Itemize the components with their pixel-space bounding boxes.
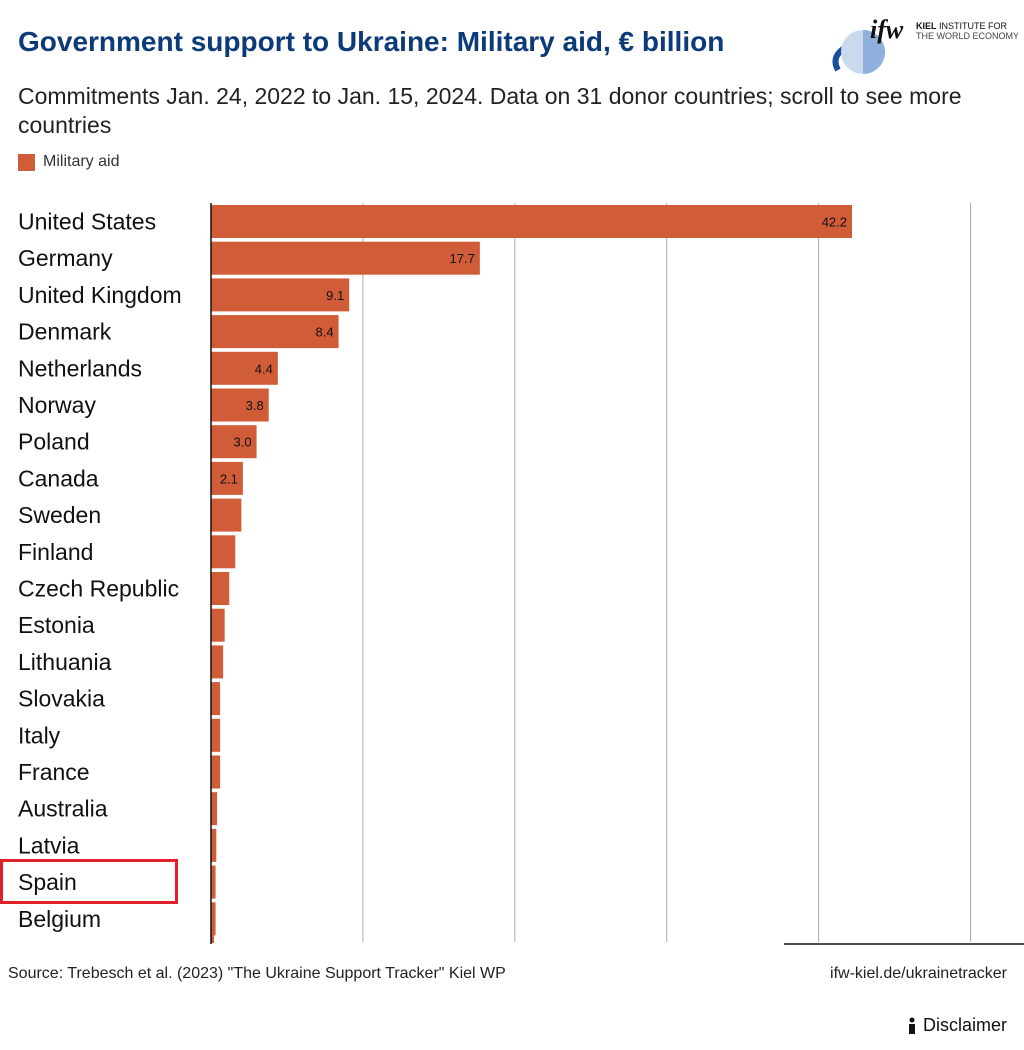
category-label: Spain: [18, 869, 77, 895]
tracker-link[interactable]: ifw-kiel.de/ukrainetracker: [830, 965, 1007, 982]
bar: [211, 351, 278, 385]
disclaimer-label: Disclaimer: [922, 1015, 1007, 1035]
ifw-logo: ifw KIEL INSTITUTE FOR THE WORLD ECONOMY: [832, 15, 1018, 74]
category-label: Finland: [18, 539, 93, 565]
category-label: Italy: [18, 722, 61, 748]
bar: [211, 718, 221, 752]
bar: [211, 828, 217, 862]
bar: [211, 241, 480, 275]
category-label: Australia: [18, 796, 108, 822]
svg-text:THE WORLD ECONOMY: THE WORLD ECONOMY: [916, 31, 1018, 41]
data-label: 8.4: [316, 325, 334, 340]
category-label: Norway: [18, 392, 96, 418]
category-label: Sweden: [18, 502, 101, 528]
category-label: Lithuania: [18, 649, 112, 675]
bar: [211, 792, 218, 826]
bar: [211, 902, 216, 936]
data-label: 2.1: [220, 471, 238, 486]
chart-subtitle: Commitments Jan. 24, 2022 to Jan. 15, 20…: [18, 83, 962, 138]
category-label: Slovakia: [18, 686, 105, 712]
bar: [211, 278, 350, 312]
category-label: Latvia: [18, 832, 80, 858]
data-label: 3.0: [233, 435, 251, 450]
data-label: 4.4: [255, 361, 273, 376]
bar: [211, 535, 236, 569]
bar-partial: [211, 935, 214, 943]
legend: Military aid: [18, 153, 119, 171]
bar: [211, 205, 853, 238]
svg-text:KIEL INSTITUTE FOR: KIEL INSTITUTE FOR: [916, 21, 1008, 31]
info-icon: [908, 1017, 915, 1034]
category-label: Estonia: [18, 612, 95, 638]
category-label: Czech Republic: [18, 576, 179, 602]
svg-text:ifw: ifw: [870, 15, 904, 44]
category-label: Netherlands: [18, 355, 142, 381]
category-label: Germany: [18, 245, 113, 271]
bar: [211, 645, 224, 679]
data-label: 42.2: [822, 215, 847, 230]
bar: [211, 388, 269, 422]
category-label: France: [18, 759, 90, 785]
chart-title: Government support to Ukraine: Military …: [18, 26, 725, 57]
bar: [211, 461, 243, 495]
bar: [211, 865, 216, 899]
bar: [211, 315, 339, 349]
bar-chart[interactable]: United States 42.2 Germany 17.7 United Kingd…: [0, 195, 1024, 950]
disclaimer-button[interactable]: Disclaimer: [907, 1015, 1007, 1036]
category-label: Belgium: [18, 906, 101, 932]
bar: [211, 755, 221, 789]
legend-swatch: [18, 153, 35, 171]
bar: [211, 682, 221, 716]
legend-label: Military aid: [43, 153, 120, 170]
highlight-box-spain: [0, 859, 178, 904]
category-label: Denmark: [18, 319, 112, 345]
bar: [211, 572, 230, 605]
data-label: 3.8: [246, 398, 264, 413]
bar: [211, 608, 225, 642]
source-note: Source: Trebesch et al. (2023) "The Ukra…: [8, 965, 506, 982]
category-label: Poland: [18, 429, 90, 455]
bar: [211, 498, 242, 532]
category-label: United States: [18, 209, 156, 235]
category-label: Canada: [18, 465, 99, 491]
category-label: United Kingdom: [18, 282, 182, 308]
bar: [211, 425, 257, 459]
data-label: 9.1: [326, 288, 344, 303]
data-label: 17.7: [450, 251, 475, 266]
